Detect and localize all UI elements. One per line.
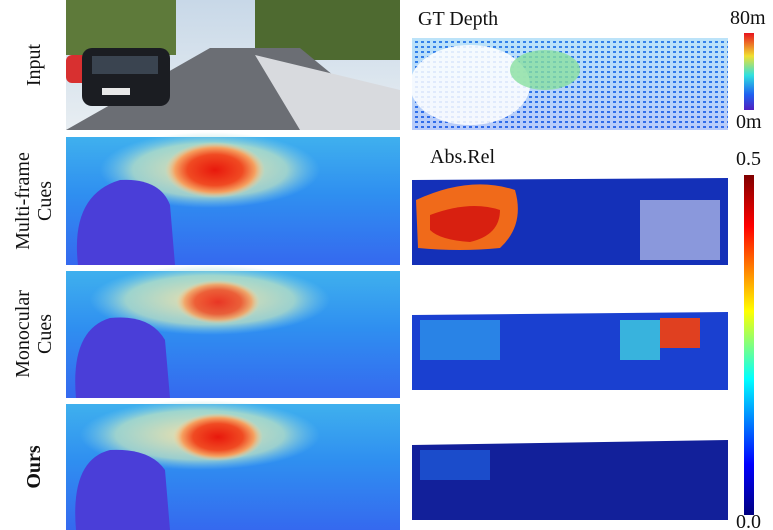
ours-depth [66,400,400,530]
depth-colorbar [744,33,754,110]
row-label: Multi-frame [12,152,34,250]
figure: 80m 0m 0.5 0.0 GT Depth Abs.Rel Input Mul… [0,0,773,530]
row-label: Monocular [12,290,34,378]
row-label: Cues [34,181,56,221]
multiframe-depth [66,132,400,265]
panel-title: GT Depth [418,8,498,30]
error-colorbar [744,175,754,515]
monocular-depth [66,265,400,398]
row-label: Input [23,43,45,86]
gt-depth-image [410,38,728,130]
colorbar-max: 0.5 [736,148,761,170]
colorbar-min: 0m [736,111,762,133]
panel-title: Abs.Rel [430,146,495,168]
row-label: Cues [34,314,56,354]
row-label: Ours [23,445,45,489]
ours-error [412,437,728,530]
colorbar-min: 0.0 [736,511,761,530]
colorbar-max: 80m [730,7,766,29]
monocular-error [412,305,728,398]
multiframe-error [412,172,728,265]
input-image [66,0,400,130]
